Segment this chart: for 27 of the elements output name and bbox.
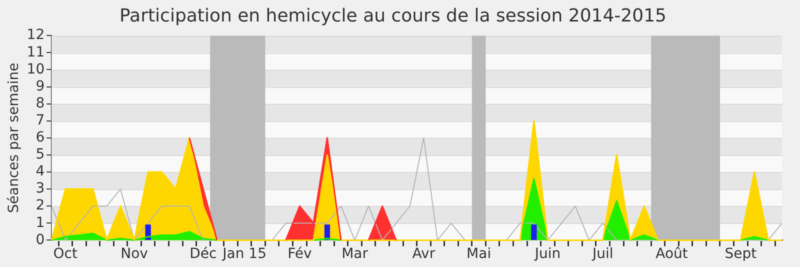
x-tick-label: Juil [591,246,614,262]
x-tick-label: Mai [466,246,492,262]
x-tick-label: Mar [342,246,368,262]
y-tick-label: 11 [26,44,45,60]
chart-title: Participation en hemicycle au cours de la session 2014-2015 [120,5,666,26]
x-tick-label: Août [656,246,688,262]
x-tick-label: Fév [288,246,312,262]
x-tick-label: Nov [120,246,148,262]
y-tick-label: 10 [26,61,45,78]
y-tick-label: 6 [36,130,45,146]
x-tick-label: Avr [412,246,436,262]
y-axis-title: Séances par semaine [6,62,22,213]
y-tick-label: 4 [36,164,45,180]
y-tick-label: 7 [36,112,45,128]
y-tick-label: 2 [36,198,45,214]
x-tick-label: Oct [53,246,78,262]
x-tick-label: Sept [724,246,758,262]
x-tick-label: Déc [190,246,217,262]
y-tick-label: 9 [36,78,45,94]
y-tick-label: 8 [36,95,45,112]
y-tick-label: 0 [36,232,45,248]
x-tick-label: Jan 15 [222,246,266,262]
y-tick-label: 12 [26,27,45,44]
y-tick-label: 1 [36,214,45,231]
y-tick-label: 5 [36,146,45,163]
y-tick-label: 3 [36,180,45,197]
x-tick-label: Juin [534,246,561,262]
